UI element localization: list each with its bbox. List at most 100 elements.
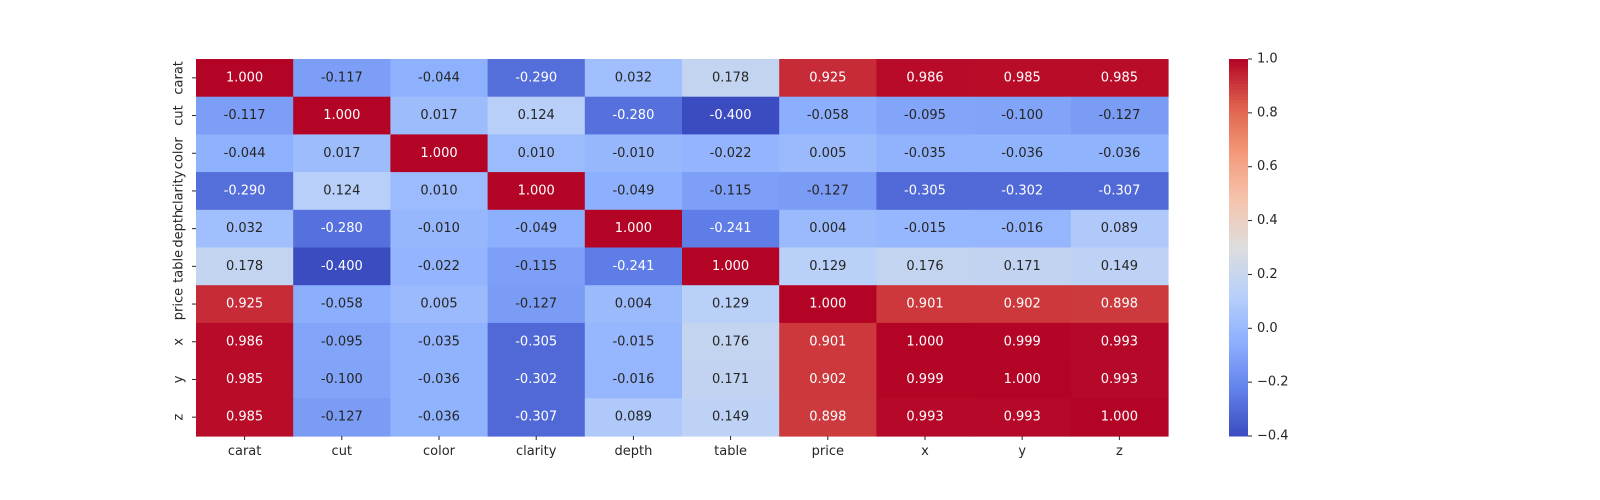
heatmap-cell-label: -0.058	[321, 297, 363, 312]
colorbar-segment	[1229, 285, 1248, 289]
colorbar-segment	[1229, 313, 1248, 318]
heatmap-cell-label: 0.089	[1101, 221, 1138, 236]
heatmap-cell-label: 0.898	[1101, 297, 1138, 312]
heatmap-cell-table-cut	[293, 247, 391, 286]
y-tick-label: x	[172, 338, 187, 346]
heatmap-cell-label: 0.993	[1101, 372, 1138, 387]
colorbar-segment	[1229, 162, 1248, 167]
heatmap-cell-cut-color	[390, 96, 489, 135]
colorbar-segment	[1229, 99, 1248, 104]
heatmap-cell-label: -0.036	[418, 372, 460, 387]
colorbar-segment	[1229, 395, 1248, 399]
heatmap-cell-color-color	[390, 134, 489, 173]
heatmap-cell-clarity-price	[779, 172, 877, 211]
colorbar-segment	[1229, 429, 1248, 434]
heatmap-cell-label: 0.017	[420, 108, 457, 123]
heatmap-cell-y-x	[876, 360, 975, 399]
colorbar-segment	[1229, 106, 1248, 110]
colorbar-segment	[1229, 131, 1248, 135]
heatmap-cell-label: -0.307	[1098, 183, 1140, 198]
heatmap-cell-cut-table	[682, 96, 780, 135]
colorbar-segment	[1229, 194, 1248, 198]
x-tick-label: depth	[614, 444, 652, 459]
heatmap-cell-table-price	[779, 247, 877, 286]
x-tick-label: x	[921, 444, 929, 459]
colorbar-segment	[1229, 382, 1248, 387]
heatmap-cell-label: 1.000	[323, 108, 360, 123]
heatmap-cell-label: -0.117	[224, 108, 266, 123]
heatmap-cell-price-table	[682, 285, 780, 324]
colorbar-segment	[1229, 159, 1248, 164]
heatmap-cell-label: -0.127	[321, 410, 363, 425]
colorbar-segment	[1229, 282, 1248, 286]
heatmap-cell-label: -0.044	[224, 146, 266, 161]
colorbar-segment	[1229, 234, 1248, 239]
colorbar-segment	[1229, 231, 1248, 236]
heatmap-cell-price-cut	[293, 285, 391, 324]
heatmap-cell-carat-y	[973, 59, 1072, 98]
heatmap-cell-label: 0.985	[226, 372, 263, 387]
colorbar-segment	[1229, 168, 1248, 173]
heatmap-cell-label: -0.280	[321, 221, 363, 236]
colorbar-segment	[1229, 200, 1248, 205]
colorbar-segment	[1229, 128, 1248, 132]
colorbar-segment	[1229, 344, 1248, 349]
colorbar-segment	[1229, 316, 1248, 321]
colorbar-segment	[1229, 187, 1248, 192]
heatmap-cell-label: 0.901	[809, 334, 846, 349]
colorbar-segment	[1229, 121, 1248, 126]
heatmap-cell-x-z	[1070, 322, 1169, 362]
y-tick-label: price	[172, 288, 187, 320]
heatmap-cell-z-price	[779, 398, 877, 437]
heatmap-cell-label: -0.015	[904, 221, 946, 236]
heatmap-cell-label: -0.044	[418, 70, 460, 85]
colorbar-segment	[1229, 247, 1248, 252]
colorbar-segment	[1229, 300, 1248, 305]
colorbar-segment	[1229, 112, 1248, 117]
colorbar-segment	[1229, 87, 1248, 91]
heatmap-cell-depth-cut	[293, 209, 391, 249]
colorbar-segment	[1229, 241, 1248, 245]
heatmap-cells: 1.000 -0.117 -0.044 -0.290 0.032 0.178 0.925 0.…	[196, 59, 1169, 437]
heatmap-cell-label: 0.178	[226, 259, 263, 274]
heatmap-cell-y-table	[682, 360, 780, 399]
colorbar-tick-label: 0.4	[1257, 213, 1278, 228]
colorbar-segment	[1229, 181, 1248, 186]
colorbar-segment	[1229, 74, 1248, 79]
heatmap-cell-label: -0.302	[1001, 183, 1043, 198]
x-tick-label: clarity	[516, 444, 557, 459]
heatmap-cell-label: 0.005	[809, 146, 846, 161]
heatmap-cell-label: 0.999	[1004, 334, 1041, 349]
heatmap-cell-label: -0.035	[418, 334, 460, 349]
colorbar-tick-label: 1.0	[1257, 52, 1278, 67]
colorbar-segment	[1229, 376, 1248, 380]
heatmap-cell-cut-cut	[293, 96, 391, 135]
colorbar-segment	[1229, 385, 1248, 390]
heatmap-cell-carat-price	[779, 59, 877, 98]
heatmap-cell-price-price	[779, 285, 877, 324]
colorbar-segment	[1229, 332, 1248, 336]
colorbar-segment	[1229, 84, 1248, 88]
heatmap-cell-label: 1.000	[1004, 372, 1041, 387]
heatmap-cell-depth-price	[779, 209, 877, 249]
colorbar-segment	[1229, 172, 1248, 176]
colorbar-segment	[1229, 341, 1248, 346]
heatmap-cell-label: 0.124	[323, 183, 360, 198]
heatmap-cell-cut-clarity	[487, 96, 586, 135]
heatmap-cell-clarity-x	[876, 172, 975, 211]
colorbar-segment	[1229, 260, 1248, 264]
colorbar-segment	[1229, 80, 1248, 85]
heatmap-cell-carat-carat	[196, 59, 294, 98]
heatmap-cell-table-x	[876, 247, 975, 286]
heatmap-cell-label: 1.000	[420, 146, 457, 161]
heatmap-cell-table-carat	[196, 247, 294, 286]
heatmap-cell-y-y	[973, 360, 1072, 399]
heatmap-cell-price-depth	[584, 285, 683, 324]
x-tick-label: price	[812, 444, 844, 459]
colorbar-segment	[1229, 263, 1248, 267]
colorbar-segment	[1229, 275, 1248, 280]
heatmap-cell-color-table	[682, 134, 780, 173]
heatmap-cell-z-color	[390, 398, 489, 437]
colorbar-segment	[1229, 244, 1248, 248]
